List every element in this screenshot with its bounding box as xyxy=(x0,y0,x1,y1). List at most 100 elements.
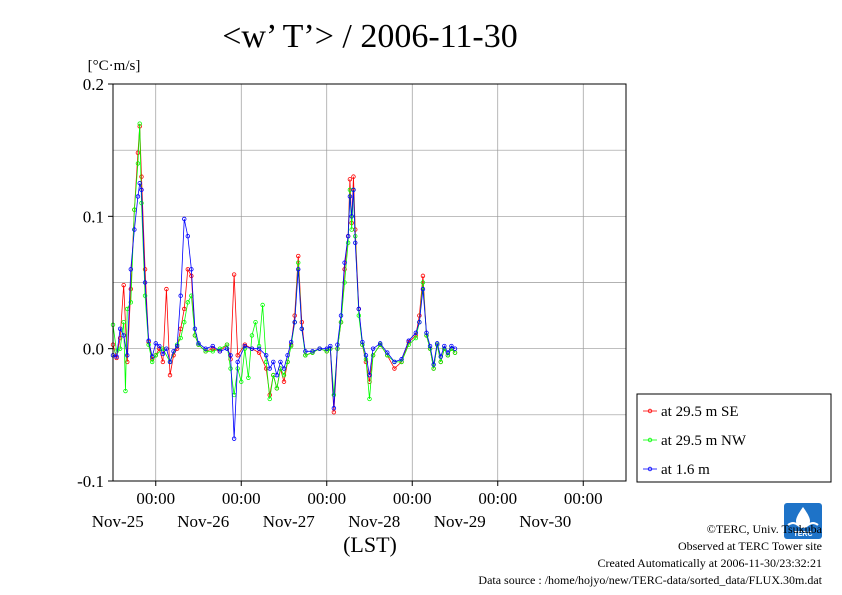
logo-text: TERC xyxy=(793,531,812,538)
x-ticks: 00:00Nov-2500:00Nov-2600:00Nov-2700:00No… xyxy=(92,481,603,531)
data-point xyxy=(442,343,447,349)
data-point xyxy=(367,372,372,378)
data-point xyxy=(431,362,436,367)
data-point xyxy=(135,161,141,166)
data-point xyxy=(356,306,362,312)
data-point xyxy=(235,353,240,358)
data-point xyxy=(335,342,340,347)
data-point xyxy=(296,267,301,272)
data-point xyxy=(125,359,130,365)
data-point xyxy=(367,396,372,402)
data-point xyxy=(117,326,123,332)
footer-copyright: ©TERC, Univ. Tsukuba xyxy=(706,522,822,536)
data-point xyxy=(331,392,337,398)
data-point xyxy=(303,349,308,354)
data-point xyxy=(128,267,134,272)
data-point xyxy=(347,194,353,199)
data-point xyxy=(228,353,233,358)
data-point xyxy=(231,272,237,277)
data-point xyxy=(267,366,272,371)
data-point xyxy=(342,260,347,265)
data-point xyxy=(317,346,322,351)
data-point xyxy=(117,346,123,351)
data-point xyxy=(125,353,130,358)
series-layer xyxy=(110,121,458,441)
legend-marker xyxy=(647,466,653,472)
y-axis-unit: [°C·m/s] xyxy=(88,58,141,74)
data-point xyxy=(167,372,173,378)
x-tick-date: Nov-26 xyxy=(177,512,229,531)
data-point xyxy=(139,187,144,193)
data-point xyxy=(345,240,351,245)
data-point xyxy=(185,233,191,239)
data-point xyxy=(235,359,240,365)
x-tick-date: Nov-25 xyxy=(92,512,144,531)
data-point xyxy=(132,227,137,232)
data-point xyxy=(281,379,287,384)
data-point xyxy=(274,386,280,391)
data-point xyxy=(363,353,369,358)
data-point xyxy=(420,286,426,292)
data-point xyxy=(342,280,347,285)
x-tick-label: 00:00 xyxy=(564,489,603,508)
x-tick-date: Nov-28 xyxy=(348,512,400,531)
data-point xyxy=(452,346,458,351)
data-point xyxy=(139,174,144,179)
data-point xyxy=(203,346,208,351)
data-point xyxy=(285,353,290,358)
data-point xyxy=(349,227,354,232)
data-point xyxy=(153,353,158,358)
data-point xyxy=(420,280,426,285)
data-point xyxy=(413,335,419,341)
data-point xyxy=(351,187,356,193)
data-point xyxy=(121,282,126,288)
data-point xyxy=(182,320,187,325)
data-point xyxy=(351,174,356,179)
data-point xyxy=(142,293,148,298)
data-point xyxy=(203,349,208,354)
data-point xyxy=(399,359,404,365)
x-tick-date: Nov-27 xyxy=(263,512,315,531)
data-point xyxy=(256,346,262,351)
data-point xyxy=(123,388,128,394)
x-tick-label: 00:00 xyxy=(136,489,175,508)
x-tick-label: 00:00 xyxy=(478,489,517,508)
data-point xyxy=(135,194,141,199)
data-point xyxy=(192,326,198,332)
data-point xyxy=(434,342,440,347)
legend-marker xyxy=(647,408,653,414)
data-point xyxy=(406,338,411,343)
data-point xyxy=(292,320,297,325)
data-point xyxy=(178,335,183,341)
data-point xyxy=(296,253,301,259)
data-point xyxy=(331,406,337,411)
data-point xyxy=(413,330,419,335)
data-point xyxy=(157,343,162,349)
data-point xyxy=(299,326,305,332)
data-point xyxy=(345,233,351,239)
data-point xyxy=(217,346,223,351)
y-ticks: 0.2 0.1 0.0 -0.1 xyxy=(77,75,113,491)
data-point xyxy=(228,366,233,371)
data-point xyxy=(274,372,280,378)
data-point xyxy=(253,320,258,325)
data-point xyxy=(360,339,365,345)
x-axis-label: (LST) xyxy=(343,532,397,557)
x-tick-label: 00:00 xyxy=(307,489,346,508)
data-point xyxy=(182,306,187,312)
data-point xyxy=(438,359,443,365)
data-point xyxy=(164,286,169,292)
footer-source: Data source : /home/hojyo/new/TERC-data/… xyxy=(478,573,822,587)
data-point xyxy=(347,177,353,182)
data-point xyxy=(427,343,433,349)
x-tick-label: 00:00 xyxy=(222,489,261,508)
y-tick-label: 0.0 xyxy=(83,340,104,359)
data-point xyxy=(385,350,390,355)
data-point xyxy=(160,351,166,357)
data-point xyxy=(121,333,126,338)
data-point xyxy=(370,346,376,351)
data-point xyxy=(210,343,215,349)
data-point xyxy=(310,349,315,354)
data-point xyxy=(189,267,194,272)
